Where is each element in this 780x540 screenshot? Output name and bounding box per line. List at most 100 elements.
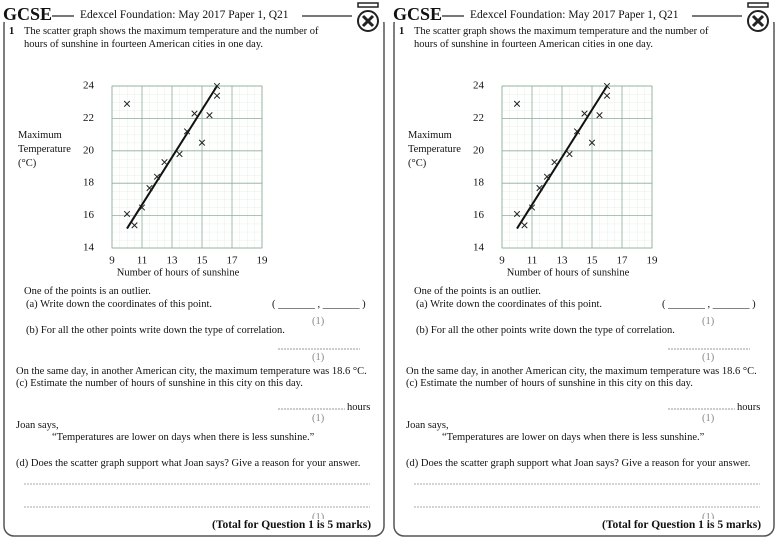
part-a-answer: ( _______ , _______ ) xyxy=(272,299,366,310)
marks: (1) xyxy=(702,352,715,363)
x-tick-label: 9 xyxy=(499,255,505,267)
joan: Joan says, xyxy=(406,420,449,431)
scatter-point xyxy=(513,100,521,107)
unit: hours xyxy=(737,402,761,413)
panel-graphics: 14 16 18 20 22 24 9 11 13 15 17 19 Number of hours o… xyxy=(390,0,780,537)
scatter-point xyxy=(131,222,138,229)
x-tick-label: 17 xyxy=(227,255,239,267)
scatter-point xyxy=(123,210,131,218)
unit: hours xyxy=(347,402,371,413)
brand: GCSE xyxy=(3,4,53,24)
marks: (1) xyxy=(312,316,325,327)
line-of-best-fit xyxy=(126,85,218,230)
plot-area xyxy=(111,85,263,249)
scatter-point xyxy=(213,92,221,99)
header-title: Edexcel Foundation: May 2017 Paper 1, Q2… xyxy=(470,9,679,21)
marks: (1) xyxy=(312,352,325,363)
x-tick-label: 15 xyxy=(587,255,599,267)
y-tick-label: 20 xyxy=(83,144,95,156)
part-d: (d) Does the scatter graph support what … xyxy=(406,458,751,469)
context: On the same day, in another American cit… xyxy=(406,366,757,377)
x-axis-label: Number of hours of sunshine xyxy=(117,267,240,278)
y-tick-label: 20 xyxy=(473,144,485,156)
scatter-point xyxy=(206,112,213,119)
outlier-note: One of the points is an outlier. xyxy=(24,286,151,297)
outlier-note: One of the points is an outlier. xyxy=(414,286,541,297)
y-tick-label: 22 xyxy=(83,112,94,124)
scatter-point xyxy=(573,128,581,135)
quote: “Temperatures are lower on days when the… xyxy=(52,432,315,443)
plot-area xyxy=(501,85,653,249)
part-a: (a) Write down the coordinates of this p… xyxy=(416,299,603,310)
y-tick-label: 22 xyxy=(473,112,484,124)
close-icon[interactable] xyxy=(357,2,379,32)
scatter-point xyxy=(138,204,146,211)
icon-lid xyxy=(357,2,379,8)
part-a-answer: ( _______ , _______ ) xyxy=(662,299,756,310)
y-tick-label: 14 xyxy=(473,242,485,254)
icon-x xyxy=(751,14,765,28)
x-tick-label: 11 xyxy=(137,255,148,267)
y-tick-label: 14 xyxy=(83,242,95,254)
y-tick-label: 24 xyxy=(83,80,95,92)
scatter-point xyxy=(191,110,198,117)
part-c: (c) Estimate the number of hours of suns… xyxy=(16,378,303,389)
header-mask xyxy=(0,0,390,22)
worksheet-panel: 14 16 18 20 22 24 9 11 13 15 17 19 Number of hours o… xyxy=(390,0,780,540)
scatter-point xyxy=(603,92,611,99)
context: On the same day, in another American cit… xyxy=(16,366,367,377)
x-tick-label: 15 xyxy=(197,255,209,267)
scatter-point xyxy=(183,128,191,135)
y-tick-label: 18 xyxy=(473,177,485,189)
scatter-point xyxy=(551,158,558,166)
y-tick-label: 18 xyxy=(83,177,95,189)
header-mask xyxy=(390,0,780,22)
scatter-point xyxy=(596,112,603,119)
scatter-point xyxy=(566,150,573,158)
marks: (1) xyxy=(312,512,325,523)
marks: (1) xyxy=(702,413,715,424)
y-tick-label: 24 xyxy=(473,80,485,92)
marks: (1) xyxy=(312,413,325,424)
question-number: 1 xyxy=(399,26,405,37)
y-tick-label: 16 xyxy=(83,209,95,221)
scatter-point xyxy=(153,173,161,180)
scatter-point xyxy=(521,222,528,229)
quote: “Temperatures are lower on days when the… xyxy=(442,432,705,443)
scatter-point xyxy=(161,158,168,166)
x-tick-label: 13 xyxy=(557,255,569,267)
scatter-point xyxy=(536,184,543,192)
scatter-point xyxy=(176,150,183,158)
part-a: (a) Write down the coordinates of this p… xyxy=(26,299,213,310)
line-of-best-fit xyxy=(516,85,608,230)
y-axis-label: Maximum Temperature (°C) xyxy=(408,130,461,169)
question-text: The scatter graph shows the maximum temp… xyxy=(414,26,709,50)
part-d: (d) Does the scatter graph support what … xyxy=(16,458,361,469)
header-title: Edexcel Foundation: May 2017 Paper 1, Q2… xyxy=(80,9,289,21)
y-tick-label: 16 xyxy=(473,209,485,221)
x-tick-label: 19 xyxy=(257,255,269,267)
panel-graphics: 14 16 18 20 22 24 9 11 13 15 17 19 Number of hours o… xyxy=(0,0,390,537)
total: (Total for Question 1 is 5 marks) xyxy=(602,519,762,532)
x-tick-label: 13 xyxy=(167,255,179,267)
scatter-point xyxy=(581,110,588,117)
scatter-point xyxy=(513,210,521,218)
y-axis-label: Maximum Temperature (°C) xyxy=(18,130,71,169)
icon-lid xyxy=(747,2,769,8)
worksheet-panel: 14 16 18 20 22 24 9 11 13 15 17 19 Number of hours o… xyxy=(0,0,390,537)
question-text: The scatter graph shows the maximum temp… xyxy=(24,26,319,50)
scatter-point xyxy=(603,82,611,90)
scatter-point xyxy=(543,173,551,180)
icon-x xyxy=(361,14,375,28)
scatter-point xyxy=(528,204,536,211)
marks: (1) xyxy=(702,512,715,523)
brand: GCSE xyxy=(393,4,443,24)
part-c: (c) Estimate the number of hours of suns… xyxy=(406,378,693,389)
close-icon[interactable] xyxy=(747,2,769,32)
question-number: 1 xyxy=(9,26,15,37)
x-axis-label: Number of hours of sunshine xyxy=(507,267,630,278)
part-b: (b) For all the other points write down … xyxy=(26,325,285,336)
part-b: (b) For all the other points write down … xyxy=(416,325,675,336)
joan: Joan says, xyxy=(16,420,59,431)
